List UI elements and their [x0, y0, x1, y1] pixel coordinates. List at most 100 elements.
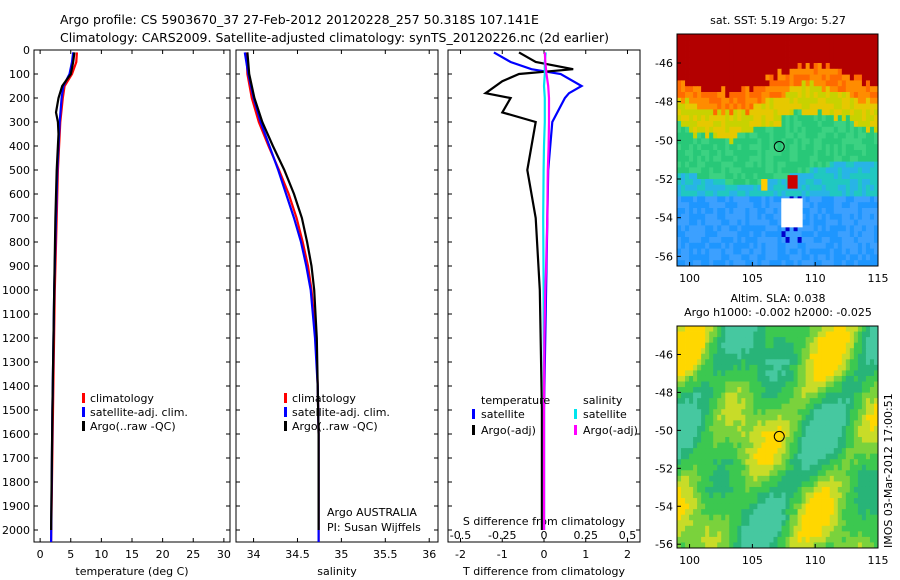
- map-cell: [817, 51, 823, 58]
- map-cell: [721, 431, 726, 438]
- map-cell: [841, 231, 847, 238]
- map-cell: [857, 364, 863, 371]
- map-cell: [833, 381, 839, 388]
- map-cell: [805, 464, 811, 471]
- map-cell: [761, 225, 766, 232]
- map-cell: [873, 179, 879, 186]
- map-cell: [721, 331, 726, 338]
- map-cell: [869, 475, 875, 482]
- map-cell: [733, 39, 738, 46]
- map-cell: [777, 420, 782, 427]
- map-cell: [753, 144, 758, 151]
- map-cell: [861, 481, 867, 488]
- map-cell: [873, 109, 879, 116]
- map-cell: [849, 486, 855, 493]
- map-cell: [817, 63, 823, 70]
- map-cell: [861, 442, 867, 449]
- map-cell: [813, 370, 819, 377]
- map-cell: [865, 503, 871, 510]
- map-cell: [717, 364, 722, 371]
- map-cell: [849, 39, 855, 46]
- map-cell: [793, 74, 798, 81]
- map-cell: [705, 437, 710, 443]
- map-cell: [853, 492, 859, 499]
- map-cell: [713, 219, 718, 226]
- legend-entry: climatology: [90, 392, 154, 405]
- map-cell: [761, 442, 766, 449]
- map-cell: [857, 448, 863, 455]
- map-cell: [865, 103, 871, 110]
- map-cell: [793, 167, 798, 174]
- map-cell: [749, 498, 754, 504]
- map-cell: [809, 337, 815, 344]
- map-cell: [685, 375, 690, 382]
- map-cell: [809, 173, 815, 180]
- map-cell: [809, 34, 815, 41]
- map-cell: [761, 470, 766, 477]
- map-cell: [733, 398, 738, 405]
- map-cell: [677, 219, 682, 226]
- map-cell: [721, 184, 726, 191]
- map-cell: [817, 375, 823, 382]
- map-cell: [809, 39, 815, 46]
- map-cell: [817, 326, 823, 332]
- map-cell: [693, 231, 698, 238]
- map-cell: [753, 161, 758, 168]
- map-cell: [749, 359, 754, 366]
- map-cell: [773, 342, 778, 349]
- map-cell: [737, 132, 742, 139]
- map-cell: [721, 425, 726, 432]
- map-cell: [845, 442, 851, 449]
- map-cell: [685, 144, 690, 151]
- map-cell: [833, 184, 839, 191]
- map-cell: [849, 161, 855, 168]
- map-cell: [765, 219, 770, 226]
- map-cell: [821, 364, 827, 371]
- map-cell: [833, 248, 839, 255]
- map-cell: [753, 39, 758, 46]
- map-cell: [757, 231, 762, 238]
- map-cell: [801, 498, 807, 504]
- map-cell: [737, 359, 742, 366]
- map-cell: [809, 202, 815, 209]
- map-cell: [785, 442, 790, 449]
- map-cell: [861, 392, 867, 399]
- map-cell: [757, 190, 762, 197]
- map-cell: [741, 196, 746, 203]
- map-cell: [781, 425, 786, 432]
- map-cell: [873, 531, 879, 538]
- map-cell: [749, 387, 754, 393]
- map-cell: [701, 520, 706, 527]
- map-cell: [681, 184, 686, 191]
- map-cell: [729, 202, 734, 209]
- map-cell: [833, 387, 839, 393]
- map-cell: [785, 381, 790, 388]
- map-cell: [813, 387, 819, 393]
- map-cell: [765, 464, 770, 471]
- map-cell: [693, 45, 698, 52]
- map-cell: [753, 464, 758, 471]
- map-cell: [689, 126, 694, 133]
- map-cell: [861, 514, 867, 521]
- map-cell: [853, 121, 859, 128]
- map-cell: [717, 503, 722, 510]
- map-cell: [821, 237, 827, 244]
- map-cell: [685, 179, 690, 186]
- map-cell: [841, 403, 847, 410]
- map-cell: [717, 109, 722, 116]
- map-cell: [745, 68, 750, 75]
- map-cell: [701, 448, 706, 455]
- map-cell: [701, 80, 706, 87]
- map-cell: [873, 326, 879, 332]
- map-cell: [733, 442, 738, 449]
- map-cell: [809, 503, 815, 510]
- map-cell: [813, 80, 819, 87]
- map-cell: [729, 364, 734, 371]
- map-cell: [757, 353, 762, 360]
- map-cell: [681, 359, 686, 366]
- map-cell: [773, 442, 778, 449]
- map-cell: [693, 403, 698, 410]
- map-cell: [713, 442, 718, 449]
- map-cell: [697, 425, 702, 432]
- map-cell: [845, 103, 851, 110]
